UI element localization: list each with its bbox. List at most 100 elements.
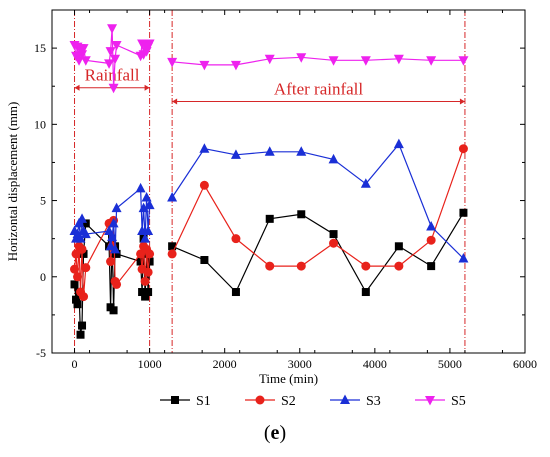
plot-frame — [51, 9, 526, 354]
data-point-s2 — [199, 180, 209, 190]
series-line-after-rainfall — [171, 148, 464, 267]
data-point-s2 — [361, 261, 371, 271]
data-point-s3 — [80, 228, 91, 239]
data-point-s1 — [136, 257, 145, 266]
data-point-s1 — [361, 288, 370, 297]
legend-marker — [425, 396, 435, 406]
series-line-after-rainfall — [172, 56, 464, 66]
data-point-s3 — [77, 213, 88, 223]
data-point-s1 — [79, 249, 88, 258]
series-s5 — [69, 24, 469, 94]
data-point-s3 — [141, 192, 152, 202]
annotation-label: After rainfall — [274, 79, 363, 98]
data-point-s5 — [328, 56, 339, 66]
data-point-s2 — [296, 261, 306, 271]
data-point-s5 — [199, 60, 210, 71]
data-point-s1 — [141, 292, 150, 301]
data-point-s2 — [81, 263, 91, 273]
data-point-s1 — [329, 230, 338, 239]
data-point-s3 — [230, 149, 241, 159]
data-point-s5 — [105, 47, 116, 57]
data-point-s3 — [426, 220, 437, 231]
data-point-s1 — [200, 256, 209, 265]
legend-marker — [171, 396, 179, 404]
legend-label: S1 — [196, 394, 211, 409]
data-point-s5 — [108, 83, 119, 94]
series-s3 — [69, 138, 469, 263]
x-tick-label: 0 — [72, 357, 78, 371]
data-point-s3 — [135, 182, 146, 193]
data-point-s1 — [265, 214, 274, 223]
data-point-s2 — [106, 257, 116, 267]
data-point-s2 — [426, 235, 436, 245]
data-point-s3 — [144, 199, 155, 210]
data-point-s5 — [80, 56, 91, 66]
data-point-s5 — [230, 60, 241, 71]
annotation-arrowhead — [74, 84, 80, 91]
data-point-s3 — [167, 192, 178, 202]
data-point-s1 — [297, 210, 306, 219]
legend-entry-s5: S5 — [415, 394, 466, 409]
legend: S1 S2 S3 S5 — [160, 394, 466, 409]
data-point-s3 — [107, 231, 118, 242]
data-point-s1 — [427, 262, 436, 271]
x-tick-label: 5000 — [438, 357, 462, 371]
data-point-s5 — [144, 39, 155, 50]
data-point-s3 — [264, 146, 275, 156]
data-point-s5 — [360, 56, 371, 66]
legend-entry-s3: S3 — [330, 394, 381, 409]
data-point-s1 — [144, 288, 153, 297]
panel-label: (e) — [263, 422, 287, 444]
data-point-s1 — [73, 300, 82, 309]
data-point-s5 — [167, 57, 178, 68]
data-point-s3 — [111, 202, 122, 213]
series-layer — [69, 24, 469, 339]
legend-marker — [340, 394, 350, 404]
data-point-s3 — [393, 138, 404, 149]
data-point-s2 — [70, 264, 80, 274]
data-point-s5 — [426, 56, 437, 66]
annotation-label: Rainfall — [85, 66, 140, 85]
chart: Rainfall After rainfall 0 1000 2000 3000 4000… — [5, 9, 537, 409]
data-point-s2 — [394, 261, 404, 271]
legend-entry-s1: S1 — [160, 394, 211, 409]
x-tick-label: 4000 — [363, 357, 387, 371]
data-point-s1 — [78, 321, 87, 330]
legend-label: S5 — [451, 394, 466, 409]
data-point-s2 — [458, 144, 468, 154]
data-point-s5 — [458, 56, 469, 66]
data-point-s5 — [111, 41, 122, 51]
y-tick-label: 5 — [40, 194, 46, 208]
x-tick-label: 3000 — [288, 357, 312, 371]
data-point-s3 — [108, 217, 119, 228]
data-point-s5 — [104, 59, 115, 69]
data-point-s3 — [138, 202, 149, 213]
y-tick-label: 10 — [34, 117, 46, 131]
data-point-s1 — [81, 219, 90, 228]
annotation-arrowhead — [144, 84, 150, 91]
panel-label-letter: e — [270, 422, 280, 444]
data-point-s1 — [168, 242, 177, 251]
data-point-s2 — [77, 244, 87, 254]
data-point-s2 — [79, 292, 89, 302]
data-point-s2 — [231, 234, 241, 244]
data-point-s1 — [394, 242, 403, 251]
data-point-s1 — [112, 249, 121, 258]
data-point-s2 — [167, 249, 177, 259]
data-point-s1 — [145, 257, 154, 266]
data-point-s2 — [73, 272, 83, 282]
legend-label: S3 — [366, 394, 381, 409]
x-tick-label: 6000 — [513, 357, 537, 371]
data-point-s5 — [296, 53, 307, 63]
series-line-after-rainfall — [171, 212, 464, 294]
data-point-s5 — [264, 54, 275, 65]
data-point-s1 — [138, 288, 147, 297]
y-tick-label: 0 — [40, 270, 46, 284]
data-point-s2 — [265, 261, 275, 271]
data-point-s2 — [140, 276, 150, 286]
annotations: Rainfall After rainfall — [74, 66, 465, 105]
data-point-s1 — [231, 288, 240, 297]
data-point-s3 — [328, 153, 339, 164]
data-point-s3 — [143, 225, 154, 236]
y-axis-label: Horizontal displacement (mm) — [5, 102, 20, 262]
